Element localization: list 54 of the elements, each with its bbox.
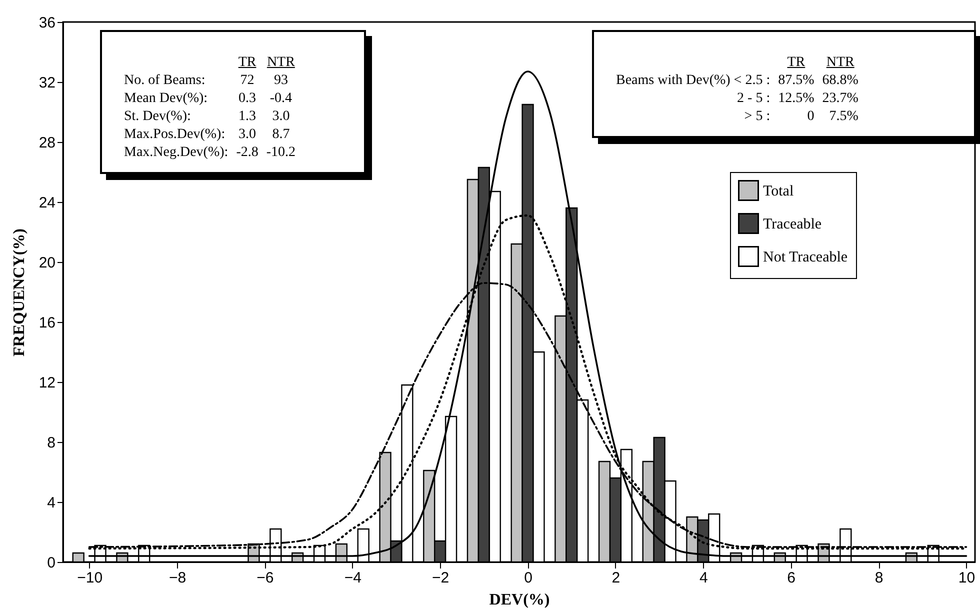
annotation: No. of Beams: (123, 72, 206, 90)
y-tick-label: 16 (38, 314, 56, 332)
y-tick-label: 8 (47, 434, 56, 452)
y-tick-label: 36 (38, 14, 56, 32)
annotation: > 5 : (743, 108, 772, 126)
x-tick-label: 6 (787, 570, 796, 586)
x-axis-title: DEV(%) (489, 592, 550, 608)
annotation: 68.8% (821, 72, 860, 90)
x-tick-label: 0 (524, 570, 532, 586)
legend-label: Not Traceable (763, 250, 848, 266)
annotation: Beams with Dev(%) < 2.5 : (615, 72, 772, 90)
annotation: -0.4 (268, 90, 294, 108)
x-tick-label: 2 (612, 570, 620, 586)
annotation: 3.0 (238, 126, 258, 144)
y-tick-label: 0 (47, 554, 56, 572)
annotation: -2.8 (235, 144, 260, 162)
y-tick-label: 32 (38, 74, 56, 92)
y-tick-label: 4 (47, 494, 56, 512)
x-tick-label: −8 (168, 570, 186, 586)
annotation: 3.0 (271, 108, 291, 126)
x-tick-label: 8 (874, 570, 884, 586)
annotation: 12.5% (777, 90, 816, 108)
annotation: TR (237, 54, 258, 72)
x-tick-label: −2 (432, 570, 450, 586)
y-tick-label: 12 (38, 374, 56, 392)
annotation: 72 (239, 72, 256, 90)
legend-label: Total (763, 184, 794, 200)
y-tick-label: 24 (38, 194, 56, 212)
annotation: 2 - 5 : (736, 90, 772, 108)
y-tick-label: 20 (38, 254, 56, 272)
annotation: Max.Neg.Dev(%): (123, 144, 230, 162)
x-tick-label: 4 (699, 570, 708, 586)
annotation: NTR (825, 54, 856, 72)
annotation: NTR (266, 54, 296, 72)
annotation: 7.5% (828, 108, 860, 126)
y-axis-title: FREQUENCY(%) (10, 228, 28, 356)
x-tick-label: −10 (77, 570, 103, 586)
annotation: Max.Pos.Dev(%): (123, 126, 226, 144)
annotation: 0 (806, 108, 816, 126)
annotation: 23.7% (821, 90, 860, 108)
y-tick-label: 28 (38, 134, 56, 152)
annotation: Mean Dev(%): (123, 90, 209, 108)
x-tick-label: −4 (344, 570, 362, 586)
annotation: 93 (272, 72, 289, 90)
annotation: St. Dev(%): (123, 108, 192, 126)
legend-label: Traceable (763, 216, 822, 232)
annotation: -10.2 (265, 144, 297, 162)
annotation: TR (786, 54, 806, 72)
annotation: 0.3 (238, 90, 258, 108)
x-tick-label: −6 (256, 570, 274, 586)
annotation: 1.3 (238, 108, 258, 126)
x-tick-label: 10 (958, 570, 976, 586)
annotation: 87.5% (777, 72, 816, 90)
annotation: 8.7 (271, 126, 291, 144)
